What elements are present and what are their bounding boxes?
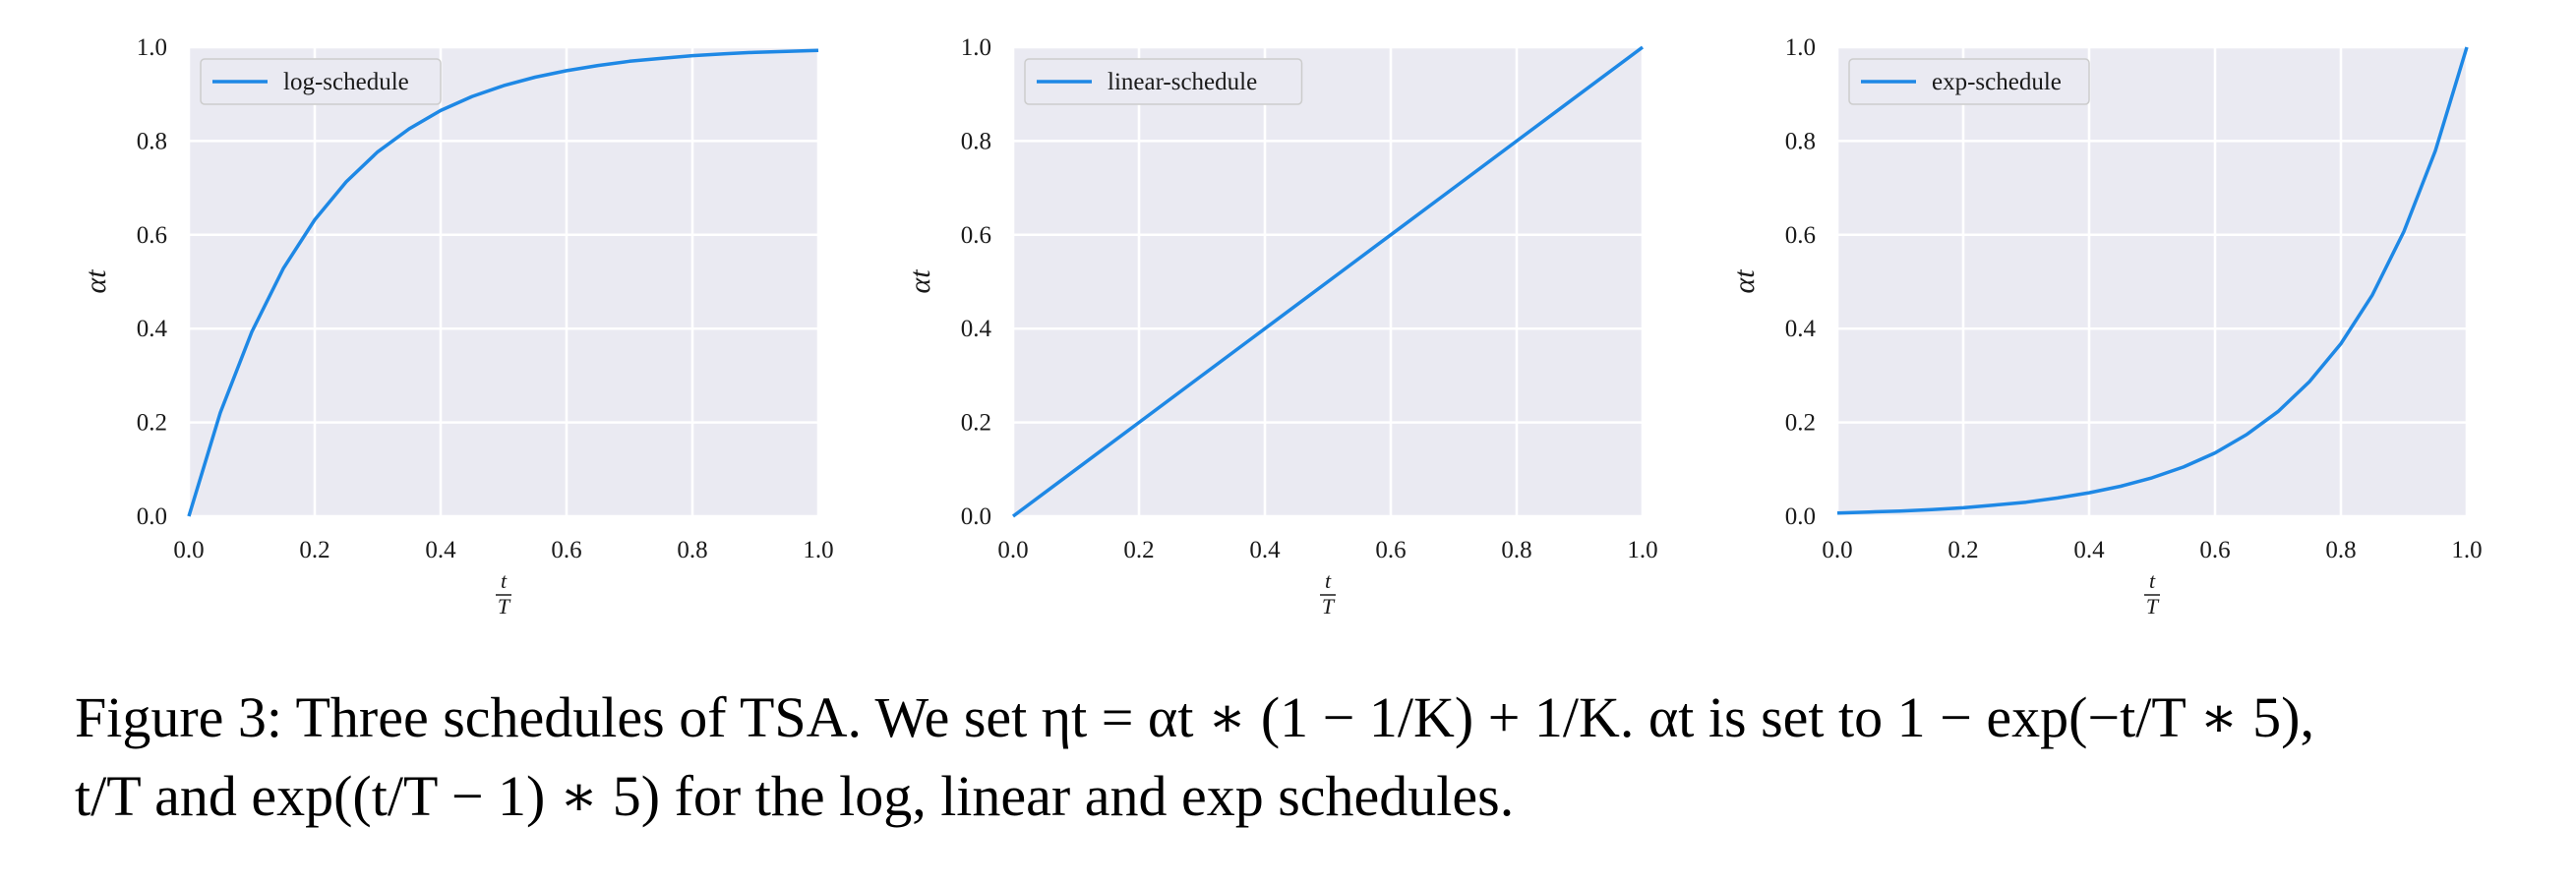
y-tick-label: 1.0: [961, 34, 991, 61]
caption-line-2: t/T and exp((t/T − 1) ∗ 5) for the log, …: [75, 764, 1515, 828]
y-tick-label: 0.4: [137, 316, 168, 342]
figure-caption: Figure 3: Three schedules of TSA. We set…: [75, 678, 2534, 836]
x-axis-label-denominator: T: [2146, 594, 2160, 619]
x-tick-label: 0.2: [299, 537, 329, 563]
series-line: [1011, 45, 1645, 518]
x-tick-label: 0.4: [425, 537, 456, 563]
series-line: [1836, 46, 2469, 515]
y-tick-label: 0.4: [961, 316, 992, 342]
plot-area: [189, 47, 818, 516]
x-axis-label: tT: [1320, 568, 1336, 619]
x-tick-label: 0.2: [1123, 537, 1154, 563]
x-axis-label-denominator: T: [1322, 594, 1336, 619]
y-axis-label: αt: [904, 269, 936, 294]
x-tick-label: 0.6: [2199, 537, 2230, 563]
x-axis-label: tT: [2144, 568, 2160, 619]
legend-box: [200, 58, 442, 105]
y-tick-label: 0.0: [137, 503, 167, 530]
x-tick-label: 0.0: [1822, 537, 1852, 563]
y-tick-label: 0.2: [1785, 410, 1816, 437]
y-axis-label: αt: [1728, 269, 1761, 294]
y-tick-label: 0.6: [137, 222, 167, 249]
plot-area: [1837, 47, 2467, 516]
legend: linear-schedule: [1024, 58, 1303, 105]
y-tick-label: 0.2: [137, 410, 167, 437]
x-tick-label: 0.8: [677, 537, 707, 563]
x-tick-label: 0.6: [1375, 537, 1406, 563]
x-tick-label: 0.6: [551, 537, 581, 563]
legend-box: [1024, 58, 1303, 105]
x-tick-label: 1.0: [1627, 537, 1657, 563]
caption-line-1: Figure 3: Three schedules of TSA. We set…: [75, 685, 2314, 749]
y-tick-label: 0.8: [137, 128, 167, 154]
chart-panel-2: 0.0 0.2 0.4 0.6 0.8 1.00.00.20.40.60.81.0tTαt…: [904, 34, 1658, 619]
x-axis-label: tT: [496, 568, 511, 619]
y-axis-label: αt: [80, 269, 112, 294]
figure-plots: 0.0 0.2 0.4 0.6 0.8 1.00.00.20.40.60.81.0tTαt…: [80, 34, 2483, 619]
y-tick-label: 0.8: [1785, 128, 1816, 154]
x-axis-label-numerator: t: [1325, 568, 1332, 593]
y-tick-label: 1.0: [137, 34, 167, 61]
x-tick-label: 1.0: [803, 537, 833, 563]
legend-entry: exp-schedule: [1932, 69, 2062, 95]
y-tick-label: 0.6: [961, 222, 991, 249]
y-tick-label: 0.0: [1785, 503, 1816, 530]
x-tick-label: 0.4: [1249, 537, 1281, 563]
x-axis-label-denominator: T: [498, 594, 511, 619]
x-tick-label: 0.4: [2073, 537, 2105, 563]
x-tick-label: 0.8: [1501, 537, 1531, 563]
x-tick-label: 0.8: [2325, 537, 2356, 563]
legend-entry: log-schedule: [283, 69, 409, 95]
x-tick-label: 0.0: [173, 537, 204, 563]
y-tick-label: 0.0: [961, 503, 991, 530]
series-line: [187, 48, 819, 517]
x-axis-label-numerator: t: [2149, 568, 2156, 593]
legend: log-schedule: [200, 58, 442, 105]
x-axis-label-numerator: t: [501, 568, 508, 593]
y-tick-label: 0.2: [961, 410, 991, 437]
chart-panel-1: 0.0 0.2 0.4 0.6 0.8 1.00.00.20.40.60.81.0tTαt…: [80, 34, 834, 619]
y-tick-label: 0.8: [961, 128, 991, 154]
x-tick-label: 0.0: [997, 537, 1028, 563]
chart-panel-3: 0.0 0.2 0.4 0.6 0.8 1.00.00.20.40.60.81.0tTαt…: [1728, 34, 2483, 619]
y-tick-label: 0.6: [1785, 222, 1816, 249]
legend-box: [1848, 58, 2090, 105]
x-tick-label: 1.0: [2451, 537, 2482, 563]
y-tick-label: 0.4: [1785, 316, 1817, 342]
x-tick-label: 0.2: [1947, 537, 1978, 563]
legend-entry: linear-schedule: [1108, 69, 1257, 95]
y-tick-label: 1.0: [1785, 34, 1816, 61]
legend: exp-schedule: [1848, 58, 2090, 105]
